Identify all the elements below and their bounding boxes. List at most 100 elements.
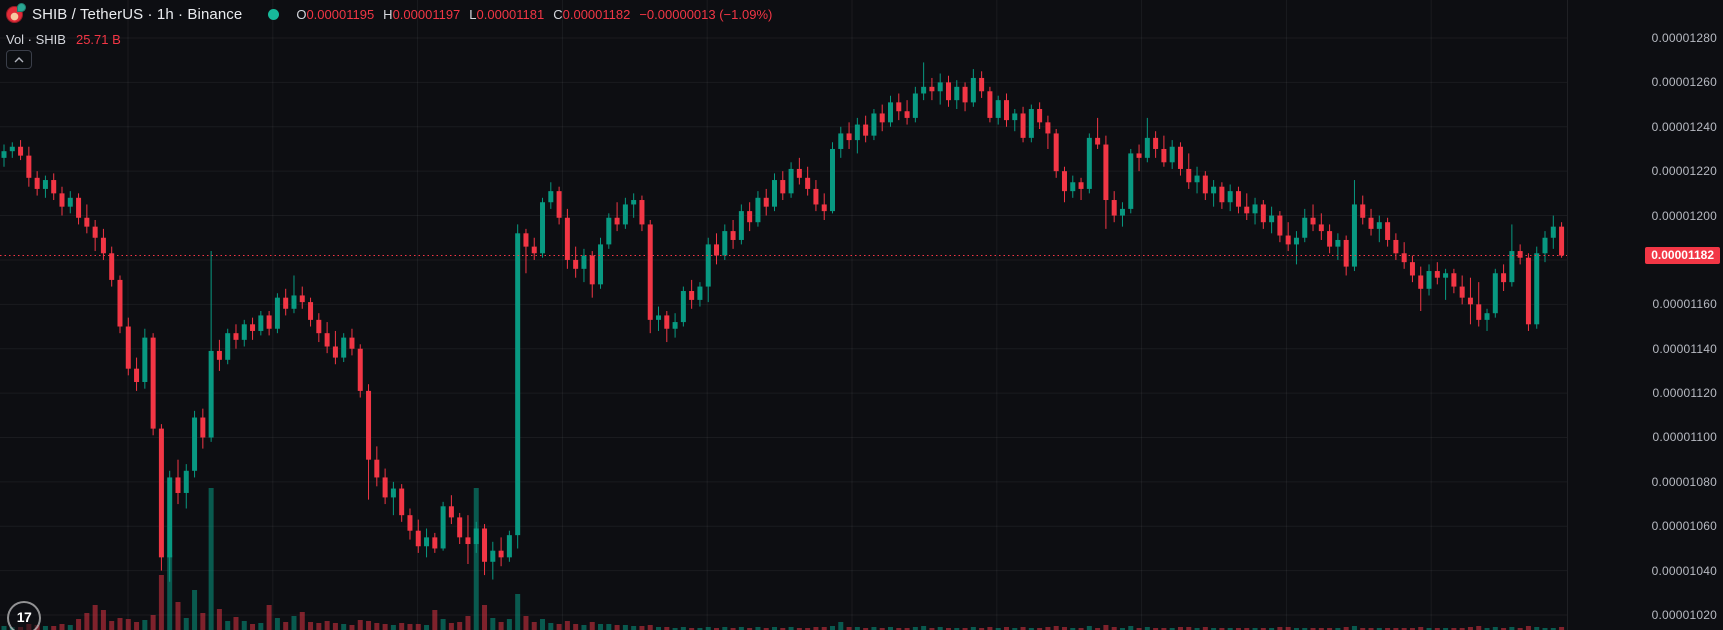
candle-body bbox=[1219, 186, 1225, 203]
volume-bar bbox=[813, 627, 819, 630]
volume-bar bbox=[399, 623, 405, 630]
volume-bar bbox=[1277, 627, 1283, 630]
candle-body bbox=[714, 244, 720, 256]
volume-bar bbox=[183, 618, 189, 630]
candle-body bbox=[134, 368, 140, 383]
candle-body bbox=[1128, 153, 1134, 209]
volume-bar bbox=[233, 617, 239, 630]
candle-body bbox=[1443, 273, 1449, 278]
price-axis-tick: 0.00001040 bbox=[1651, 563, 1717, 578]
candle-body bbox=[374, 459, 380, 478]
price-axis-tick: 0.00001020 bbox=[1651, 608, 1717, 623]
candlestick-chart-canvas[interactable] bbox=[0, 0, 1568, 630]
candle-body bbox=[987, 91, 993, 118]
price-axis-tick: 0.00001280 bbox=[1651, 31, 1717, 45]
volume-bar bbox=[1426, 628, 1432, 630]
candle-body bbox=[349, 337, 355, 349]
tradingview-logo[interactable]: 17 bbox=[7, 601, 41, 630]
close-value: 0.00001182 bbox=[562, 6, 631, 22]
candle-body bbox=[772, 180, 777, 207]
candle-body bbox=[1028, 109, 1034, 138]
candle-body bbox=[639, 200, 645, 225]
price-axis-tick: 0.00001200 bbox=[1651, 208, 1717, 223]
volume-bar bbox=[780, 628, 786, 630]
candle-body bbox=[84, 217, 90, 227]
candle-body bbox=[523, 233, 529, 247]
candle-body bbox=[1260, 204, 1266, 223]
volume-bar bbox=[871, 627, 877, 630]
volume-bar bbox=[581, 625, 587, 630]
candle-body bbox=[324, 333, 330, 347]
candle-body bbox=[871, 113, 877, 136]
candle-body bbox=[1144, 137, 1150, 158]
volume-bar bbox=[1559, 627, 1565, 630]
candle-body bbox=[18, 146, 24, 156]
volume-bar bbox=[945, 628, 951, 630]
candle-body bbox=[341, 337, 347, 358]
candle-body bbox=[76, 197, 82, 218]
candle-body bbox=[432, 537, 438, 549]
volume-bar bbox=[1219, 628, 1225, 630]
candle-body bbox=[1368, 217, 1374, 229]
candle-body bbox=[316, 319, 322, 334]
candle-body bbox=[1418, 275, 1424, 289]
candle-body bbox=[1285, 235, 1291, 245]
candle-body bbox=[1061, 171, 1067, 192]
volume-bar bbox=[192, 590, 198, 630]
candle-body bbox=[556, 191, 562, 218]
candle-body bbox=[589, 255, 595, 285]
candle-body bbox=[755, 197, 761, 223]
volume-bar bbox=[515, 594, 521, 630]
volume-bar bbox=[1012, 628, 1018, 630]
candle-body bbox=[59, 193, 65, 207]
candle-body bbox=[1095, 137, 1101, 145]
volume-bar bbox=[1517, 628, 1523, 630]
legend-collapse-button[interactable] bbox=[6, 50, 32, 69]
volume-bar bbox=[1202, 627, 1208, 630]
candle-body bbox=[515, 233, 521, 536]
volume-bar bbox=[1418, 627, 1424, 630]
volume-bar bbox=[432, 610, 438, 630]
volume-bar bbox=[1310, 628, 1316, 630]
volume-bar bbox=[672, 628, 678, 630]
volume-bar bbox=[830, 626, 835, 630]
volume-bar bbox=[1119, 628, 1125, 630]
candle-body bbox=[929, 86, 935, 92]
candle-body bbox=[1343, 239, 1349, 267]
candle-body bbox=[1550, 226, 1556, 238]
volume-bar bbox=[598, 624, 604, 630]
price-axis[interactable]: 0.00001182 0.00001280 0.00001260 0.0000124… bbox=[1567, 0, 1723, 630]
candle-body bbox=[879, 113, 885, 123]
candle-body bbox=[1153, 137, 1159, 149]
volume-bar bbox=[109, 621, 115, 630]
volume-bar bbox=[1443, 628, 1449, 630]
candle-body bbox=[1385, 222, 1391, 240]
volume-bar bbox=[1153, 628, 1159, 630]
candle-body bbox=[622, 204, 628, 225]
volume-bar bbox=[357, 620, 363, 630]
candle-body bbox=[498, 550, 504, 558]
volume-bar bbox=[1045, 627, 1051, 630]
volume-bar bbox=[291, 616, 297, 630]
volume-bar bbox=[730, 628, 736, 630]
volume-bar bbox=[299, 612, 305, 630]
volume-bar bbox=[747, 628, 753, 630]
candle-body bbox=[656, 315, 662, 320]
candle-body bbox=[647, 224, 653, 320]
volume-bar bbox=[1037, 628, 1043, 630]
candle-body bbox=[1277, 215, 1283, 236]
market-open-dot-icon[interactable] bbox=[268, 8, 280, 20]
candle-body bbox=[1467, 297, 1473, 305]
symbol-title[interactable]: SHIB / TetherUS · 1h · Binance bbox=[32, 5, 243, 23]
volume-bar bbox=[374, 623, 380, 630]
candle-body bbox=[540, 202, 546, 254]
candle-body bbox=[1534, 253, 1540, 325]
volume-bar bbox=[59, 624, 65, 630]
volume-bar bbox=[250, 624, 256, 630]
candle-body bbox=[1393, 239, 1399, 254]
volume-bar bbox=[1302, 628, 1308, 630]
candle-body bbox=[283, 297, 289, 309]
volume-bar bbox=[1409, 628, 1415, 630]
candle-body bbox=[506, 535, 512, 558]
volume-bar bbox=[241, 621, 247, 630]
